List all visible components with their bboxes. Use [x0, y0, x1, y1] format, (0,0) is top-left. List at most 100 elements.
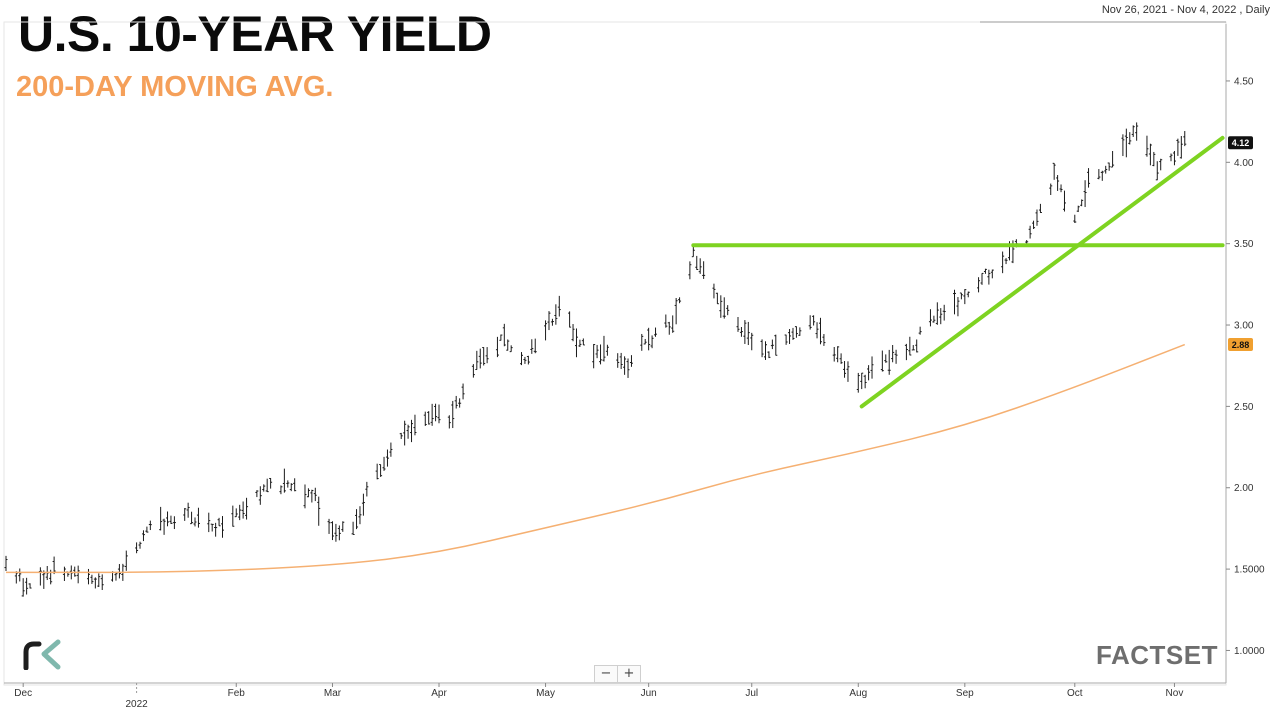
- ohlc-bar: [124, 550, 128, 571]
- ohlc-bar: [678, 297, 682, 304]
- ohlc-bar: [21, 578, 25, 597]
- last-price-badge-label: 4.12: [1232, 138, 1250, 148]
- ohlc-bar: [1183, 131, 1187, 147]
- date-range-label: Nov 26, 2021 - Nov 4, 2022 , Daily: [1101, 4, 1270, 16]
- ohlc-bar: [695, 255, 699, 271]
- ohlc-bar: [568, 311, 572, 328]
- x-tick-label: May: [536, 688, 555, 699]
- ohlc-bar: [798, 327, 802, 336]
- ohlc-bar: [214, 522, 218, 537]
- ohlc-bar: [812, 315, 816, 326]
- ohlc-bar: [183, 507, 187, 521]
- ohlc-bar: [1124, 128, 1128, 158]
- last-price-badge: 4.12: [1228, 136, 1253, 150]
- ohlc-bar: [880, 350, 884, 372]
- ohlc-bar: [454, 395, 458, 409]
- ohlc-bar: [1145, 135, 1149, 157]
- ohlc-bar: [62, 566, 66, 581]
- ohlc-bar: [788, 329, 792, 345]
- ohlc-bar: [643, 338, 647, 345]
- ohlc-bar: [485, 347, 489, 364]
- price-badges: 4.12 2.88: [1228, 136, 1253, 352]
- ohlc-bar: [1107, 162, 1111, 171]
- ohlc-bar: [423, 411, 427, 426]
- ohlc-bar: [93, 577, 97, 589]
- ohlc-bar: [763, 341, 767, 360]
- ohlc-bar: [983, 268, 987, 274]
- ohlc-bar: [135, 542, 139, 554]
- ohlc-bar: [963, 289, 967, 305]
- ohlc-bar: [932, 315, 936, 323]
- ohlc-bar: [918, 326, 922, 335]
- ohlc-bar: [234, 508, 238, 518]
- ohlc-bar: [148, 520, 152, 531]
- ohlc-bar: [389, 442, 393, 457]
- ohlc-bar: [410, 419, 414, 443]
- ohlc-bar: [815, 322, 819, 339]
- ohlc-bar: [478, 348, 482, 369]
- ohlc-bar: [193, 517, 197, 527]
- ohlc-bar: [28, 583, 32, 589]
- ohlc-bar: [791, 327, 795, 340]
- ohlc-bar: [90, 574, 94, 584]
- ohlc-bar: [1035, 209, 1039, 226]
- ohlc-bar: [856, 372, 860, 393]
- ohlc-bar: [231, 505, 235, 527]
- ohlc-bar: [1004, 258, 1008, 265]
- ohlc-bar: [317, 496, 321, 526]
- y-tick-label: 4.50: [1234, 76, 1254, 87]
- ohlc-bar: [671, 315, 675, 333]
- ohlc-bar: [1152, 151, 1156, 167]
- ohlc-bar: [640, 333, 644, 351]
- ohlc-bar: [533, 338, 537, 354]
- ohlc-bar: [688, 261, 692, 280]
- ohlc-bar: [97, 573, 101, 587]
- x-year-label: 2022: [125, 699, 148, 710]
- ohlc-bar: [746, 321, 750, 346]
- ohlc-bar: [434, 403, 438, 422]
- ohlc-bar: [1169, 153, 1173, 162]
- ohlc-bar: [375, 463, 379, 480]
- ohlc-bar: [911, 345, 915, 351]
- ohlc-bar: [977, 277, 981, 293]
- y-tick-label: 1.0000: [1234, 646, 1265, 657]
- ohlc-bar: [1073, 214, 1077, 224]
- ohlc-bar: [38, 567, 42, 586]
- ohlc-bar: [1059, 184, 1063, 193]
- ohlc-bar: [629, 355, 633, 367]
- ohlc-bar: [904, 343, 908, 361]
- ohlc-bar: [595, 344, 599, 359]
- ohlc-bar: [966, 291, 970, 298]
- axes: 1.0000 1.5000 2.00 2.50 3.00 3.50 4.00 4.50 Dec 2…: [3, 21, 1265, 710]
- ohlc-bar: [406, 424, 410, 439]
- zoom-in-button[interactable]: +: [617, 666, 640, 682]
- ohlc-bar: [245, 497, 249, 520]
- ohlc-bar: [495, 336, 499, 358]
- ohlc-bar: [1083, 180, 1087, 208]
- ohlc-bar: [279, 485, 283, 495]
- ohlc-bar: [1001, 251, 1005, 274]
- ohlc-bar: [702, 261, 706, 279]
- ohlc-bar: [210, 523, 214, 532]
- ohlc-bar: [306, 488, 310, 498]
- x-tick-label: Oct: [1067, 688, 1083, 699]
- ohlc-bar: [1052, 162, 1056, 180]
- ohlc-bar: [1155, 161, 1159, 181]
- x-tick-label: Jul: [745, 688, 758, 699]
- moving-average-badge: 2.88: [1228, 338, 1253, 352]
- x-tick-label: Apr: [431, 688, 447, 699]
- ohlc-bar: [327, 518, 331, 534]
- zoom-out-button[interactable]: −: [600, 666, 612, 681]
- ohlc-bar: [860, 372, 864, 390]
- price-bars: [4, 122, 1187, 597]
- ohlc-bar: [100, 574, 104, 590]
- ohlc-bar: [207, 512, 211, 533]
- ohlc-bar: [1056, 175, 1060, 191]
- ohlc-bar: [760, 339, 764, 358]
- ohlc-bar: [186, 502, 190, 518]
- ohlc-bar: [526, 355, 530, 365]
- ohlc-bar: [1121, 134, 1125, 157]
- ohlc-bar: [767, 351, 771, 359]
- ohlc-bar: [942, 304, 946, 321]
- ohlc-bar: [190, 511, 194, 525]
